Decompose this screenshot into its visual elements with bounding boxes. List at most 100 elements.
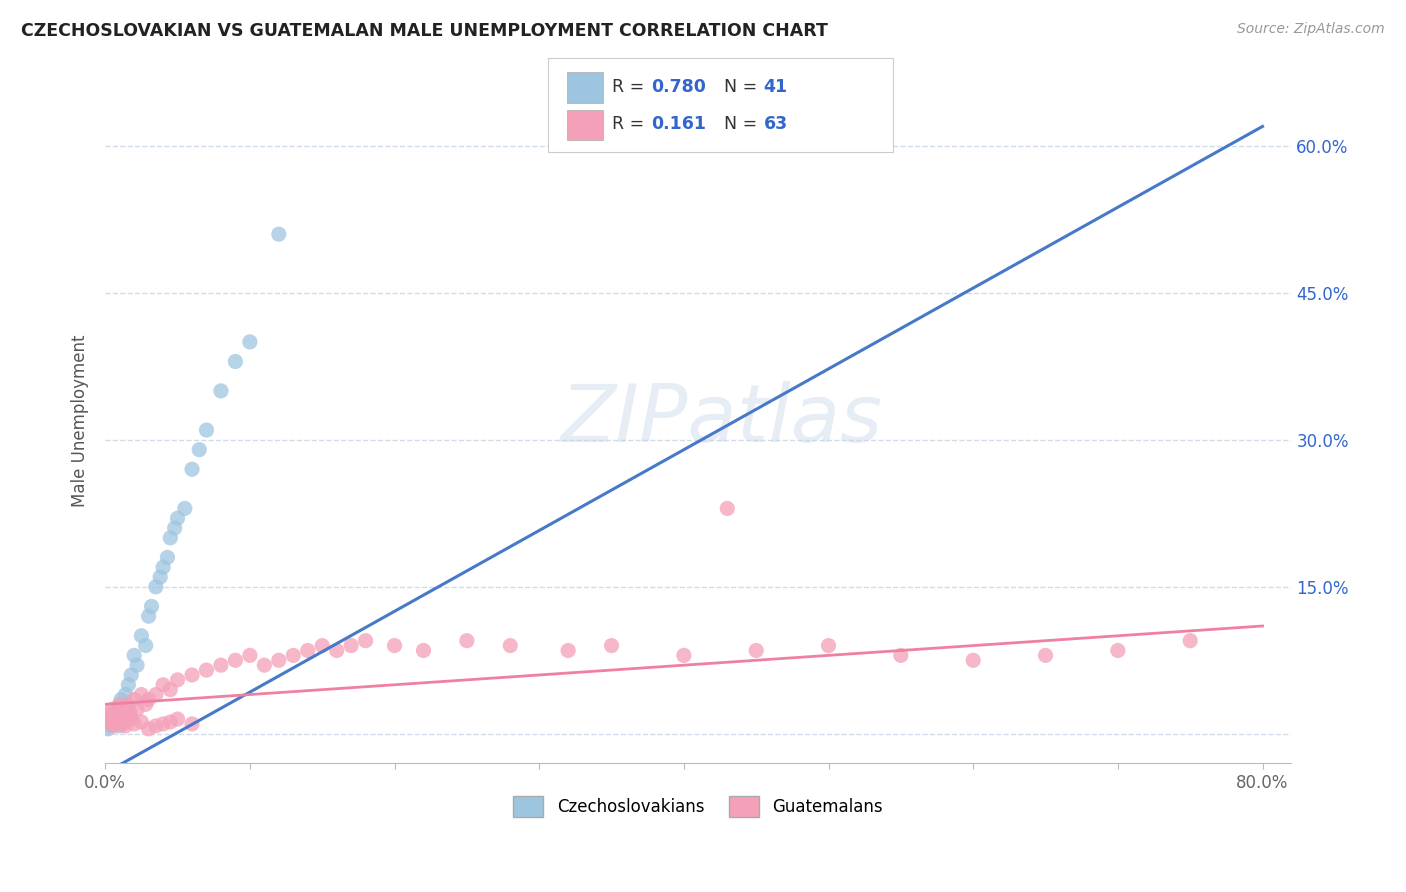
Point — [120, 668, 142, 682]
Point — [149, 570, 172, 584]
Point — [224, 653, 246, 667]
Point — [283, 648, 305, 663]
Point — [98, 717, 121, 731]
Point — [100, 717, 122, 731]
Point — [125, 658, 148, 673]
Point — [145, 719, 167, 733]
Legend: Czechoslovakians, Guatemalans: Czechoslovakians, Guatemalans — [506, 789, 890, 823]
Point — [159, 682, 181, 697]
Point — [141, 599, 163, 614]
Text: ZIPatlas: ZIPatlas — [561, 381, 883, 459]
Point — [117, 698, 139, 712]
Point — [412, 643, 434, 657]
Point — [135, 698, 157, 712]
Point — [152, 560, 174, 574]
Text: CZECHOSLOVAKIAN VS GUATEMALAN MALE UNEMPLOYMENT CORRELATION CHART: CZECHOSLOVAKIAN VS GUATEMALAN MALE UNEMP… — [21, 22, 828, 40]
Point — [138, 692, 160, 706]
Point — [239, 648, 262, 663]
Point — [100, 712, 122, 726]
Point — [600, 639, 623, 653]
Point — [557, 643, 579, 657]
Point — [181, 462, 204, 476]
Point — [195, 663, 218, 677]
Point — [716, 501, 738, 516]
Point — [1180, 633, 1202, 648]
Point — [166, 511, 188, 525]
Point — [98, 719, 121, 733]
Text: 41: 41 — [763, 78, 787, 95]
Point — [117, 678, 139, 692]
Point — [131, 714, 153, 729]
Point — [188, 442, 211, 457]
Point — [101, 712, 124, 726]
Point — [209, 384, 232, 398]
Point — [1035, 648, 1057, 663]
Point — [311, 639, 333, 653]
Point — [159, 531, 181, 545]
Text: N =: N = — [724, 78, 763, 95]
Point — [97, 722, 120, 736]
Point — [131, 688, 153, 702]
Text: R =: R = — [612, 115, 650, 133]
Point — [138, 609, 160, 624]
Point — [135, 639, 157, 653]
Point — [163, 521, 186, 535]
Point — [456, 633, 478, 648]
Point — [267, 227, 290, 242]
Point — [145, 688, 167, 702]
Point — [195, 423, 218, 437]
Text: 0.161: 0.161 — [651, 115, 706, 133]
Point — [107, 705, 129, 719]
Point — [499, 639, 522, 653]
Point — [166, 673, 188, 687]
Point — [156, 550, 179, 565]
Point — [817, 639, 839, 653]
Point — [745, 643, 768, 657]
Point — [152, 717, 174, 731]
Point — [1107, 643, 1129, 657]
Point — [105, 717, 128, 731]
Text: R =: R = — [612, 78, 650, 95]
Point — [209, 658, 232, 673]
Point — [181, 668, 204, 682]
Point — [108, 719, 131, 733]
Point — [239, 334, 262, 349]
Point — [122, 717, 145, 731]
Point — [103, 719, 125, 733]
Point — [114, 719, 136, 733]
Point — [110, 712, 132, 726]
Point — [672, 648, 695, 663]
Point — [122, 692, 145, 706]
Point — [181, 717, 204, 731]
Point — [152, 678, 174, 692]
Point — [101, 707, 124, 722]
Point — [159, 714, 181, 729]
Point — [120, 712, 142, 726]
Point — [267, 653, 290, 667]
Point — [224, 354, 246, 368]
Point — [122, 648, 145, 663]
Point — [354, 633, 377, 648]
Point — [104, 709, 127, 723]
Point — [107, 705, 129, 719]
Point — [384, 639, 406, 653]
Point — [108, 698, 131, 712]
Y-axis label: Male Unemployment: Male Unemployment — [72, 334, 89, 507]
Text: Source: ZipAtlas.com: Source: ZipAtlas.com — [1237, 22, 1385, 37]
Point — [103, 714, 125, 729]
Point — [125, 702, 148, 716]
Point — [115, 709, 138, 723]
Point — [104, 709, 127, 723]
Point — [114, 688, 136, 702]
Point — [111, 707, 134, 722]
Point — [131, 629, 153, 643]
Point — [890, 648, 912, 663]
Point — [101, 702, 124, 716]
Point — [108, 698, 131, 712]
Point — [111, 717, 134, 731]
Point — [97, 707, 120, 722]
Point — [138, 722, 160, 736]
Point — [115, 702, 138, 716]
Point — [166, 712, 188, 726]
Text: 63: 63 — [763, 115, 787, 133]
